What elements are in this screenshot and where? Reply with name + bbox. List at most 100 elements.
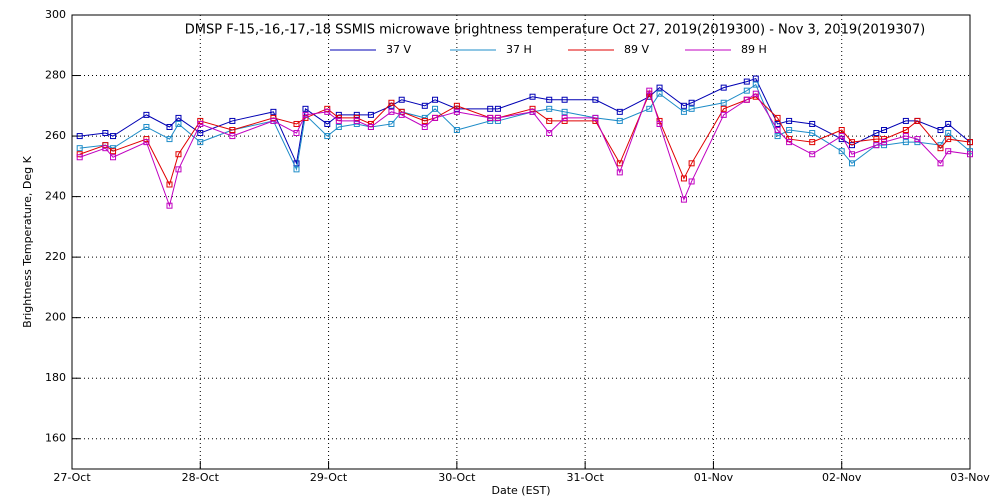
point-marker (197, 139, 204, 146)
point-marker (302, 111, 309, 118)
point-marker (561, 108, 568, 115)
point-marker (646, 87, 653, 94)
y-tick-label: 260 (45, 129, 66, 142)
point-marker (656, 120, 663, 127)
point-marker (110, 133, 117, 140)
point-marker (293, 130, 300, 137)
y-axis-label: Brightness Temperature, Deg K (21, 155, 34, 327)
point-marker (561, 114, 568, 121)
y-tick-label: 220 (45, 250, 66, 263)
point-marker (324, 108, 331, 115)
point-marker (774, 120, 781, 127)
point-marker (616, 160, 623, 167)
point-marker (494, 114, 501, 121)
point-marker (398, 111, 405, 118)
point-marker (432, 105, 439, 112)
point-marker (421, 123, 428, 130)
point-marker (786, 117, 793, 124)
point-marker (302, 105, 309, 112)
point-marker (743, 87, 750, 94)
x-tick-label: 30-Oct (438, 471, 476, 484)
x-tick-label: 28-Oct (182, 471, 220, 484)
point-marker (76, 145, 83, 152)
series-line (79, 89, 971, 208)
point-marker (353, 111, 360, 118)
point-marker (561, 96, 568, 103)
point-marker (848, 151, 855, 158)
point-marker (421, 102, 428, 109)
point-marker (914, 136, 921, 143)
point-marker (838, 148, 845, 155)
point-marker (546, 105, 553, 112)
legend-label: 37 H (506, 43, 532, 56)
point-marker (680, 196, 687, 203)
point-marker (720, 99, 727, 106)
point-marker (175, 120, 182, 127)
point-marker (616, 108, 623, 115)
y-tick-label: 180 (45, 371, 66, 384)
point-marker (229, 133, 236, 140)
point-marker (102, 145, 109, 152)
point-marker (881, 127, 888, 134)
point-marker (688, 99, 695, 106)
point-marker (388, 99, 395, 106)
legend-label: 89 V (624, 43, 649, 56)
point-marker (873, 130, 880, 137)
point-marker (175, 151, 182, 158)
x-axis-label: Date (EST) (491, 484, 550, 497)
point-marker (453, 108, 460, 115)
point-marker (848, 142, 855, 149)
x-tick-label: 31-Oct (566, 471, 604, 484)
point-marker (197, 120, 204, 127)
point-marker (656, 84, 663, 91)
legend-label: 37 V (386, 43, 411, 56)
point-marker (743, 78, 750, 85)
point-marker (680, 102, 687, 109)
point-marker (914, 117, 921, 124)
point-marker (487, 105, 494, 112)
point-marker (786, 139, 793, 146)
point-marker (786, 127, 793, 134)
point-marker (76, 154, 83, 161)
point-marker (494, 105, 501, 112)
point-marker (432, 114, 439, 121)
point-marker (720, 105, 727, 112)
point-marker (388, 120, 395, 127)
point-marker (166, 136, 173, 143)
point-marker (335, 117, 342, 124)
point-marker (809, 130, 816, 137)
chart-title: DMSP F-15,-16,-17,-18 SSMIS microwave br… (185, 23, 925, 38)
point-marker (367, 111, 374, 118)
y-tick-label: 240 (45, 190, 66, 203)
point-marker (720, 111, 727, 118)
point-marker (529, 105, 536, 112)
point-marker (616, 117, 623, 124)
series-line (79, 83, 971, 172)
point-marker (398, 96, 405, 103)
point-marker (229, 117, 236, 124)
x-tick-label: 01-Nov (694, 471, 734, 484)
point-marker (656, 90, 663, 97)
point-marker (388, 108, 395, 115)
point-marker (902, 127, 909, 134)
point-marker (293, 166, 300, 173)
point-marker (902, 117, 909, 124)
point-marker (680, 175, 687, 182)
point-marker (546, 96, 553, 103)
series-line (79, 77, 971, 166)
point-marker (646, 105, 653, 112)
point-marker (688, 178, 695, 185)
point-marker (324, 120, 331, 127)
y-tick-label: 300 (45, 8, 66, 21)
point-marker (937, 127, 944, 134)
point-marker (270, 117, 277, 124)
point-marker (838, 127, 845, 134)
point-marker (945, 136, 952, 143)
point-marker (166, 202, 173, 209)
legend-label: 89 H (741, 43, 767, 56)
point-marker (367, 123, 374, 130)
point-marker (774, 133, 781, 140)
point-marker (324, 133, 331, 140)
